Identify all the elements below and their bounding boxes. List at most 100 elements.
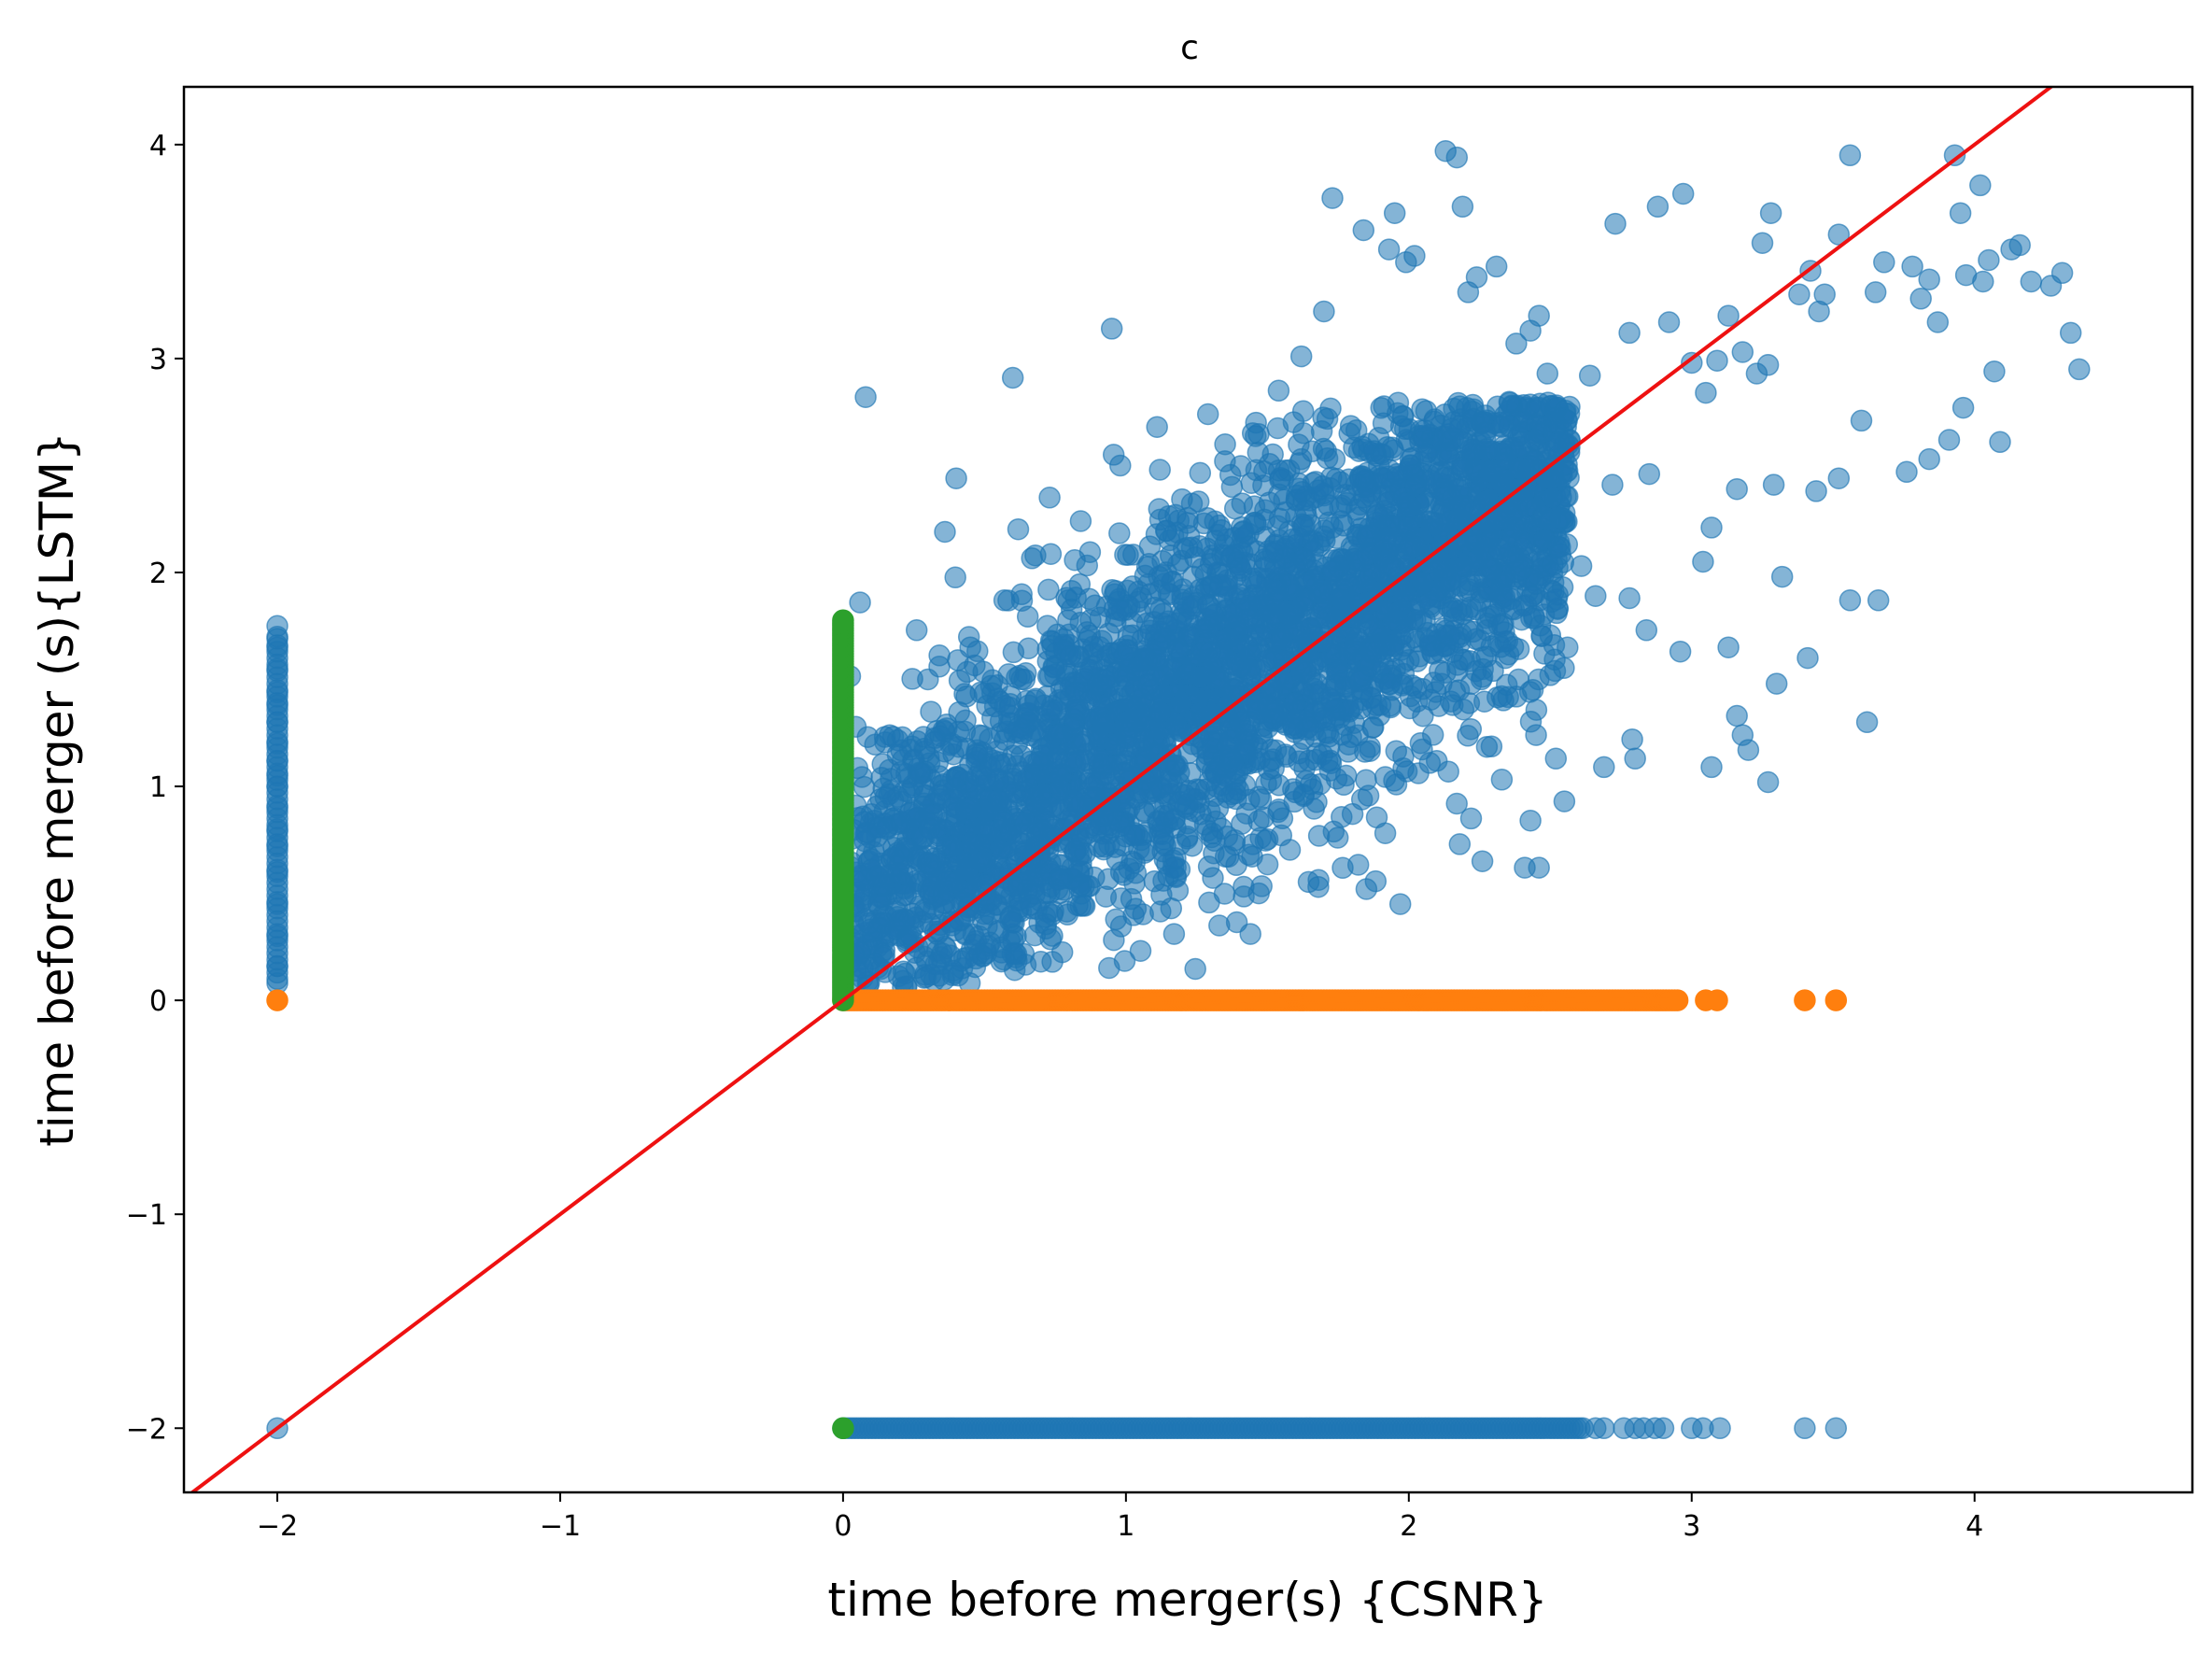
blue-point: [1465, 598, 1487, 621]
blue-point: [1267, 459, 1290, 482]
blue-point: [1346, 854, 1370, 876]
blue-point: [933, 968, 955, 991]
blue-point: [1544, 747, 1568, 770]
blue-point: [1895, 460, 1918, 484]
blue-point: [1536, 362, 1559, 385]
blue-point: [874, 785, 897, 809]
blue-point: [1618, 586, 1641, 610]
blue-point: [1146, 416, 1168, 438]
blue-point: [1805, 480, 1827, 502]
blue-point: [1392, 651, 1415, 674]
blue-point: [854, 883, 878, 906]
blue-point: [1086, 746, 1109, 770]
blue-point: [1063, 708, 1086, 730]
blue-point: [1813, 283, 1836, 305]
blue-point: [1148, 700, 1171, 724]
blue-point: [1491, 615, 1514, 638]
chart-title: c: [1180, 29, 1199, 67]
blue-point: [1405, 676, 1428, 699]
blue-point: [1105, 908, 1127, 931]
blue-point: [892, 847, 915, 870]
blue-point: [1593, 1417, 1615, 1440]
blue-point: [1214, 450, 1236, 473]
blue-point: [1726, 477, 1748, 501]
blue-point: [1706, 349, 1728, 372]
blue-point: [1983, 360, 2006, 383]
blue-point: [895, 883, 918, 906]
blue-point: [1222, 678, 1245, 700]
blue-point: [1267, 379, 1290, 403]
blue-point: [1350, 788, 1374, 811]
blue-point: [989, 837, 1012, 860]
blue-point: [1493, 586, 1516, 608]
blue-point: [1901, 255, 1923, 278]
blue-point: [1029, 787, 1052, 811]
blue-point: [1184, 546, 1206, 569]
blue-point: [1100, 318, 1123, 340]
orange-point: [1825, 989, 1848, 1011]
blue-point: [1717, 636, 1740, 658]
blue-point: [1695, 381, 1717, 404]
blue-point: [954, 709, 977, 732]
blue-point: [1475, 735, 1499, 758]
blue-point: [1289, 345, 1313, 368]
blue-point: [1210, 817, 1233, 841]
blue-point: [1499, 391, 1521, 415]
blue-point: [1827, 467, 1851, 489]
blue-point: [1448, 833, 1472, 855]
blue-point: [852, 811, 876, 833]
blue-point: [1825, 1417, 1848, 1440]
blue-point: [1604, 212, 1627, 235]
blue-point: [1467, 513, 1490, 535]
blue-point: [1546, 584, 1569, 606]
blue-point: [1972, 270, 1994, 293]
blue-point: [1391, 404, 1414, 428]
blue-point: [1445, 146, 1469, 169]
x-tick-label: −2: [257, 1510, 298, 1543]
blue-point: [1046, 699, 1068, 722]
y-tick-label: −1: [126, 1199, 167, 1232]
blue-point: [1059, 644, 1081, 668]
y-tick-label: 2: [149, 558, 167, 590]
blue-point: [1270, 628, 1293, 650]
blue-point: [1737, 739, 1760, 761]
blue-point: [1069, 510, 1092, 532]
blue-point: [1873, 251, 1895, 274]
blue-point: [999, 906, 1021, 928]
blue-point: [1796, 646, 1819, 670]
blue-point: [1490, 769, 1514, 791]
blue-point: [1155, 519, 1178, 543]
blue-point: [1231, 492, 1254, 515]
blue-point: [1047, 869, 1070, 891]
x-axis: −2 −1 0 1 2 3 4: [257, 1492, 1983, 1543]
blue-point: [1118, 710, 1140, 733]
blue-point: [1759, 202, 1782, 224]
blue-point: [1252, 806, 1275, 829]
blue-point: [1294, 660, 1317, 684]
blue-point: [1103, 928, 1125, 952]
blue-point: [1351, 465, 1374, 488]
blue-point: [1281, 528, 1304, 551]
blue-point: [923, 730, 946, 754]
x-tick-label: −1: [540, 1510, 581, 1543]
blue-point: [849, 591, 871, 614]
orange-point: [1706, 989, 1728, 1011]
blue-point: [1471, 850, 1494, 872]
blue-point: [1189, 461, 1212, 485]
blue-point: [1256, 853, 1279, 876]
blue-point: [1225, 787, 1247, 811]
blue-point: [1108, 522, 1131, 544]
blue-point: [1593, 756, 1615, 779]
blue-point: [1473, 566, 1496, 589]
blue-point: [1459, 807, 1483, 830]
blue-point: [1361, 697, 1385, 720]
blue-point: [876, 818, 898, 841]
blue-point: [852, 957, 874, 980]
blue-point: [1864, 281, 1887, 304]
blue-point: [1524, 429, 1546, 451]
blue-point: [1532, 603, 1556, 626]
blue-point: [1078, 816, 1101, 839]
x-tick-label: 3: [1683, 1510, 1700, 1543]
blue-point: [920, 853, 942, 875]
